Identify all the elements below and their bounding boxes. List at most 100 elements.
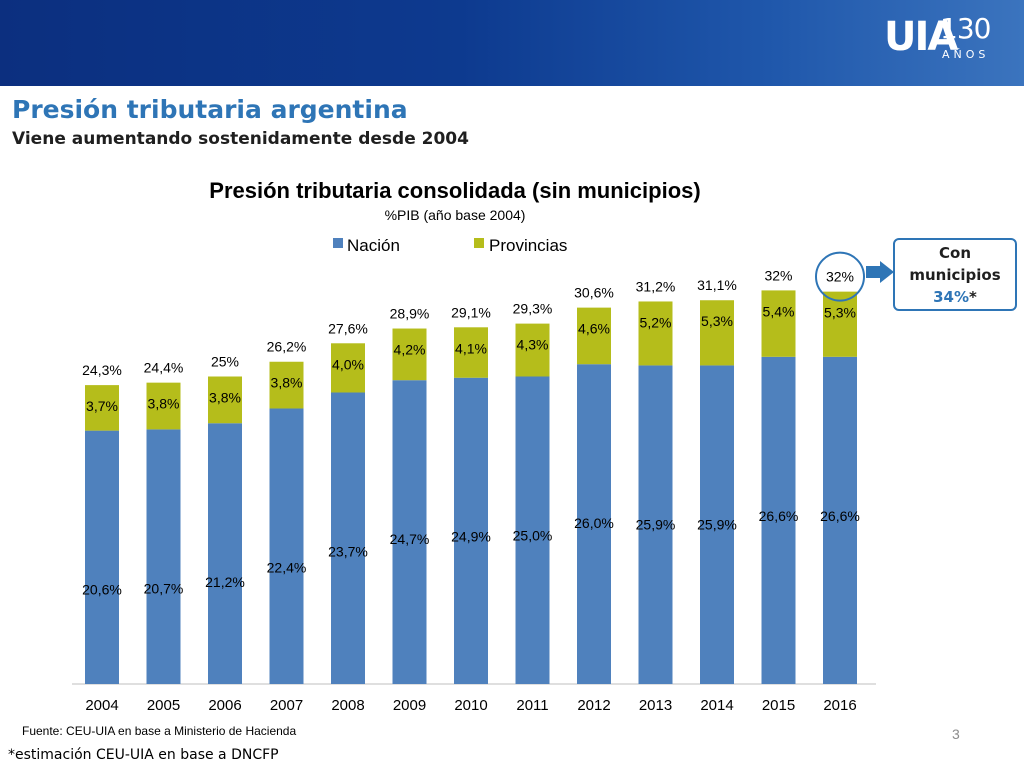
bar-provincias-2015 bbox=[761, 290, 796, 357]
label-total-2007: 26,2% bbox=[267, 339, 307, 355]
bar-nacion-2005 bbox=[146, 429, 181, 684]
x-tick-2004: 2004 bbox=[85, 697, 118, 714]
label-provincias-2009: 4,2% bbox=[394, 342, 426, 358]
label-total-2012: 30,6% bbox=[574, 285, 614, 301]
x-tick-2011: 2011 bbox=[516, 697, 548, 714]
bar-nacion-2011 bbox=[515, 376, 550, 684]
label-nacion-2013: 25,9% bbox=[636, 516, 676, 532]
x-tick-2008: 2008 bbox=[331, 697, 364, 714]
bar-nacion-2012 bbox=[577, 364, 611, 684]
legend-label-provincias: Provincias bbox=[489, 236, 567, 255]
legend-label-nacion: Nación bbox=[347, 236, 400, 255]
x-tick-2009: 2009 bbox=[393, 697, 426, 714]
label-provincias-2016: 5,3% bbox=[824, 305, 856, 321]
label-provincias-2015: 5,4% bbox=[763, 303, 795, 319]
x-tick-2010: 2010 bbox=[454, 697, 487, 714]
bar-provincias-2010 bbox=[454, 327, 488, 378]
logo-anniversary-number: 130 bbox=[940, 12, 991, 45]
bar-provincias-2004 bbox=[85, 385, 119, 431]
label-nacion-2014: 25,9% bbox=[697, 516, 737, 532]
logo-anniversary-label: AÑOS bbox=[942, 48, 990, 61]
label-total-2016: 32% bbox=[826, 269, 854, 285]
label-total-2014: 31,1% bbox=[697, 277, 737, 293]
bar-provincias-2009 bbox=[392, 328, 427, 381]
label-provincias-2006: 3,8% bbox=[209, 390, 241, 406]
bar-provincias-2014 bbox=[700, 300, 734, 366]
header-band bbox=[0, 0, 1024, 86]
chart-subtitle: %PIB (año base 2004) bbox=[385, 207, 526, 223]
bar-nacion-2010 bbox=[454, 377, 488, 684]
bar-nacion-2015 bbox=[761, 356, 796, 684]
label-nacion-2016: 26,6% bbox=[820, 508, 860, 524]
label-provincias-2007: 3,8% bbox=[271, 375, 303, 391]
bar-nacion-2009 bbox=[392, 380, 427, 684]
label-total-2009: 28,9% bbox=[390, 306, 430, 322]
page-subtitle: Viene aumentando sostenidamente desde 20… bbox=[12, 129, 469, 149]
label-provincias-2010: 4,1% bbox=[455, 340, 487, 356]
label-total-2010: 29,1% bbox=[451, 304, 491, 320]
label-total-2015: 32% bbox=[764, 267, 792, 283]
page-title: Presión tributaria argentina bbox=[12, 95, 408, 124]
highlight-circle-2016 bbox=[815, 251, 865, 302]
callout-line-1: Con bbox=[939, 244, 971, 262]
label-provincias-2014: 5,3% bbox=[701, 313, 733, 329]
label-total-2011: 29,3% bbox=[513, 301, 553, 317]
label-provincias-2012: 4,6% bbox=[578, 321, 610, 337]
bar-provincias-2016 bbox=[823, 291, 857, 357]
label-total-2013: 31,2% bbox=[636, 278, 676, 294]
label-nacion-2004: 20,6% bbox=[82, 582, 122, 598]
label-provincias-2004: 3,7% bbox=[86, 398, 118, 414]
estimation-footnote: *estimación CEU-UIA en base a DNCFP bbox=[8, 747, 279, 763]
bar-nacion-2013 bbox=[638, 365, 673, 684]
bar-nacion-2016 bbox=[823, 356, 857, 684]
bar-nacion-2007 bbox=[269, 408, 304, 684]
label-provincias-2011: 4,3% bbox=[517, 337, 549, 353]
label-provincias-2013: 5,2% bbox=[640, 314, 672, 330]
callout-line-3: 34%* bbox=[895, 286, 1015, 308]
bar-provincias-2012 bbox=[577, 307, 611, 365]
bar-provincias-2013 bbox=[638, 301, 673, 366]
municipios-callout: Con municipios 34%* bbox=[893, 238, 1017, 311]
label-total-2005: 24,4% bbox=[144, 360, 184, 376]
callout-asterisk: * bbox=[969, 288, 977, 306]
label-nacion-2015: 26,6% bbox=[759, 508, 799, 524]
label-nacion-2006: 21,2% bbox=[205, 574, 245, 590]
callout-arrow-icon bbox=[866, 261, 894, 283]
label-nacion-2007: 22,4% bbox=[267, 559, 307, 575]
callout-percentage: 34% bbox=[933, 288, 970, 306]
bar-provincias-2006 bbox=[208, 376, 242, 424]
label-nacion-2010: 24,9% bbox=[451, 529, 491, 545]
label-total-2008: 27,6% bbox=[328, 320, 368, 336]
label-nacion-2008: 23,7% bbox=[328, 543, 368, 559]
labels-group: 20,6% 3,7% 24,3% 20,7% 3,8% 24,4% 21,2% 3,8% 25%… bbox=[82, 251, 865, 598]
x-tick-2016: 2016 bbox=[823, 697, 856, 714]
bar-provincias-2011 bbox=[515, 323, 550, 377]
label-total-2004: 24,3% bbox=[82, 362, 122, 378]
legend-swatch-nacion bbox=[333, 238, 343, 248]
logo-uia-text: UIA bbox=[884, 14, 958, 60]
x-tick-2012: 2012 bbox=[577, 697, 610, 714]
bar-nacion-2008 bbox=[331, 392, 365, 684]
bar-provincias-2007 bbox=[269, 361, 304, 409]
x-ticks-group: 2004 2005 2006 2007 2008 2009 2010 2011 2012 2013… bbox=[85, 697, 856, 714]
uia-logo: UIA 130 AÑOS bbox=[884, 10, 1004, 70]
x-tick-2015: 2015 bbox=[762, 697, 795, 714]
label-nacion-2012: 26,0% bbox=[574, 515, 614, 531]
label-nacion-2005: 20,7% bbox=[144, 580, 184, 596]
x-tick-2006: 2006 bbox=[208, 697, 241, 714]
legend-swatch-provincias bbox=[474, 238, 484, 248]
label-nacion-2011: 25,0% bbox=[513, 528, 553, 544]
page-number: 3 bbox=[952, 726, 960, 742]
x-tick-2005: 2005 bbox=[147, 697, 180, 714]
source-note: Fuente: CEU-UIA en base a Ministerio de … bbox=[22, 724, 297, 738]
bar-nacion-2004 bbox=[85, 430, 119, 684]
x-tick-2013: 2013 bbox=[639, 697, 672, 714]
bar-nacion-2006 bbox=[208, 423, 242, 684]
x-tick-2014: 2014 bbox=[700, 697, 733, 714]
x-tick-2007: 2007 bbox=[270, 697, 303, 714]
label-nacion-2009: 24,7% bbox=[390, 531, 430, 547]
bars-group bbox=[85, 290, 857, 684]
bar-provincias-2005 bbox=[146, 382, 181, 430]
label-total-2006: 25% bbox=[211, 354, 239, 370]
